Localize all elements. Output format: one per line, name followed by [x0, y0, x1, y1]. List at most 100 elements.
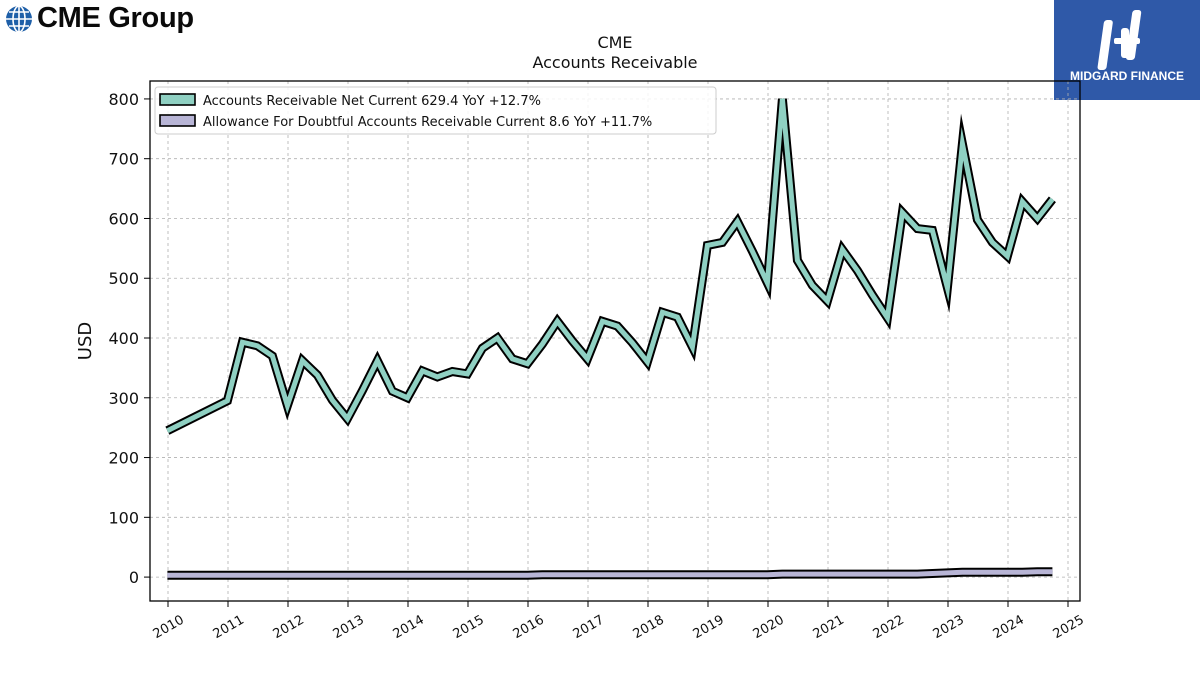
data-point: [481, 347, 483, 349]
data-point: [616, 325, 618, 327]
data-point: [256, 345, 258, 347]
x-tick-label: 2015: [451, 613, 487, 643]
data-point: [736, 221, 738, 222]
data-point: [1036, 218, 1038, 219]
data-point: [1051, 198, 1053, 200]
x-tick-label: 2024: [991, 613, 1027, 643]
data-point: [391, 390, 393, 392]
partner-badge-text: MIDGARD FINANCE: [1070, 69, 1184, 83]
data-point: [811, 284, 813, 286]
data-point: [1006, 255, 1008, 257]
legend-swatch: [159, 114, 196, 127]
data-point: [586, 358, 588, 360]
x-tick-label: 2025: [1051, 613, 1087, 643]
data-point: [406, 574, 408, 576]
x-tick-label: 2012: [271, 613, 307, 643]
brand-name: CME Group: [37, 2, 194, 34]
data-point: [451, 574, 453, 576]
data-point: [781, 98, 783, 100]
data-point: [601, 574, 603, 576]
y-tick-label: 300: [108, 389, 139, 408]
y-tick-label: 700: [108, 150, 139, 169]
legend-swatch: [159, 93, 196, 106]
data-point: [541, 343, 543, 345]
y-tick-label: 200: [108, 449, 139, 468]
data-point: [421, 370, 423, 372]
data-point: [916, 573, 918, 575]
data-point: [811, 573, 813, 575]
data-point: [631, 574, 633, 576]
data-point: [286, 405, 288, 407]
data-point: [646, 574, 648, 576]
globe-icon: [6, 4, 32, 33]
x-tick-label: 2017: [571, 613, 607, 643]
data-point: [616, 574, 618, 576]
data-point: [496, 337, 498, 339]
data-point: [226, 400, 228, 402]
data-point: [346, 418, 348, 420]
x-tick-label: 2013: [331, 613, 367, 643]
data-point: [736, 574, 738, 576]
x-tick-label: 2014: [391, 613, 427, 643]
data-point: [661, 574, 663, 576]
data-point: [871, 294, 873, 296]
y-tick-label: 400: [108, 329, 139, 348]
legend: Accounts Receivable Net Current 629.4 Yo…: [154, 86, 717, 135]
data-point: [376, 360, 378, 362]
data-point: [436, 376, 438, 378]
data-point: [781, 573, 783, 575]
series-layer: [165, 98, 1056, 580]
y-axis-label: USD: [75, 322, 96, 360]
data-point: [361, 574, 363, 576]
data-point: [931, 573, 933, 574]
data-point: [886, 317, 888, 319]
data-point: [901, 212, 903, 213]
midgard-logo-icon: [1097, 10, 1142, 70]
data-point: [826, 573, 828, 575]
data-point: [166, 430, 168, 432]
data-point: [316, 374, 318, 376]
chart-title: CME: [597, 33, 632, 52]
data-point: [796, 259, 798, 261]
data-point: [436, 574, 438, 576]
data-point: [451, 371, 453, 372]
data-point: [991, 571, 993, 573]
data-point: [466, 574, 468, 576]
data-point: [961, 143, 963, 145]
data-point: [1021, 201, 1023, 203]
data-point: [721, 574, 723, 576]
data-point: [1036, 571, 1038, 573]
data-point: [241, 574, 243, 576]
data-point: [556, 574, 558, 576]
x-tick-label: 2019: [691, 613, 727, 643]
data-point: [526, 574, 528, 576]
data-point: [796, 573, 798, 575]
x-tick-label: 2021: [811, 613, 847, 643]
data-point: [376, 574, 378, 576]
data-point: [691, 346, 693, 348]
data-point: [601, 320, 603, 322]
data-point: [886, 573, 888, 575]
x-tick-label: 2023: [931, 613, 967, 643]
data-point: [166, 574, 168, 576]
axis-ticks: 0 100 200 300 400 500 600 700 800 2010 2011 2012 201…: [108, 90, 1086, 642]
data-point: [856, 270, 858, 271]
data-point: [316, 574, 318, 576]
x-tick-label: 2018: [631, 613, 667, 643]
data-point: [841, 249, 843, 251]
y-tick-label: 600: [108, 209, 139, 228]
data-point: [526, 363, 528, 365]
data-point: [976, 571, 978, 573]
x-tick-label: 2022: [871, 613, 907, 643]
data-point: [586, 574, 588, 576]
data-point: [871, 573, 873, 575]
data-point: [826, 300, 828, 302]
data-point: [256, 574, 258, 576]
data-point: [331, 399, 333, 401]
data-point: [766, 574, 768, 576]
data-point: [646, 361, 648, 363]
y-tick-label: 100: [108, 508, 139, 527]
legend-box: [154, 86, 717, 135]
y-tick-label: 0: [129, 568, 139, 587]
